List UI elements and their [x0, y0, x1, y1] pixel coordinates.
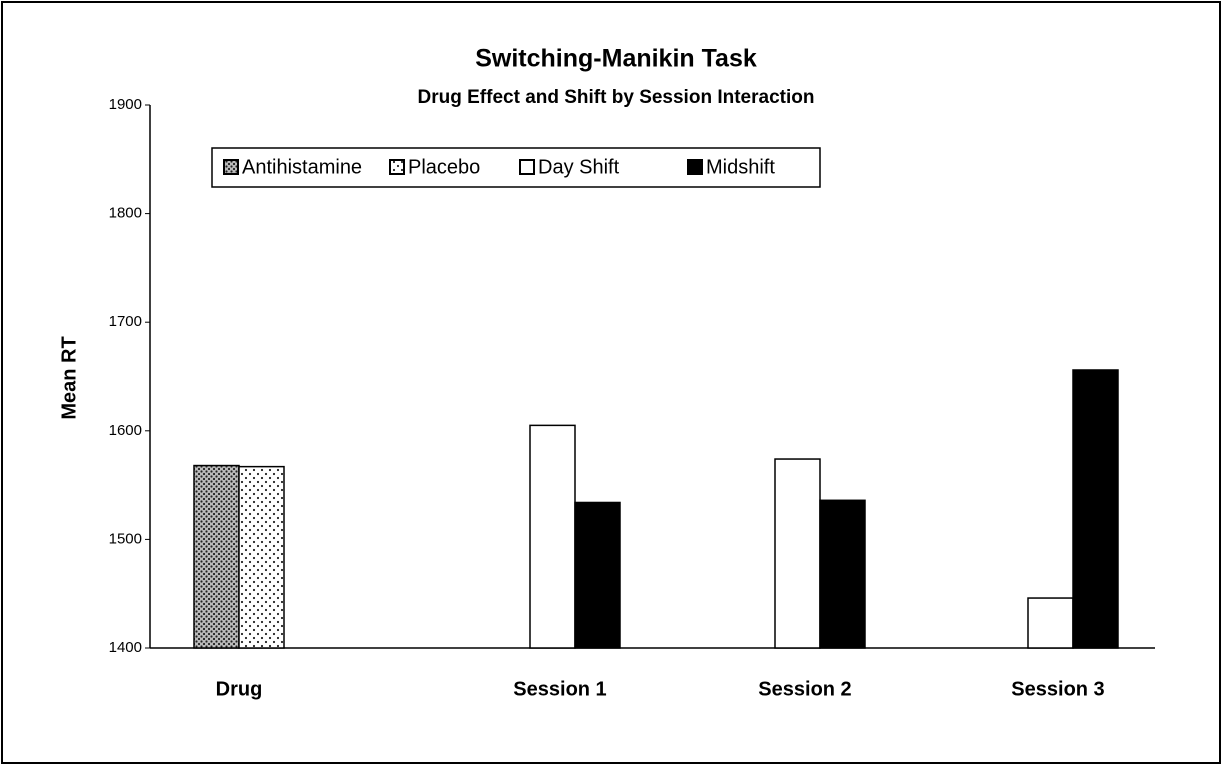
- bar: [574, 501, 621, 649]
- bar: [193, 464, 240, 649]
- bar: [238, 465, 285, 649]
- bar: [1072, 369, 1119, 649]
- chart-title: Switching-Manikin Task: [475, 45, 757, 73]
- legend-swatch: [389, 159, 405, 175]
- y-tick-label: 1900: [109, 96, 142, 113]
- bar: [774, 458, 821, 649]
- legend-label: Midshift: [706, 156, 775, 178]
- legend-swatch: [223, 159, 239, 175]
- legend-swatch: [519, 159, 535, 175]
- y-tick-label: 1800: [109, 205, 142, 222]
- x-tick-label: Session 3: [1011, 678, 1104, 700]
- bar: [819, 499, 866, 649]
- legend-label: Antihistamine: [242, 156, 362, 178]
- y-tick-label: 1600: [109, 422, 142, 439]
- bar: [529, 424, 576, 649]
- legend-label: Placebo: [408, 156, 480, 178]
- x-tick-label: Drug: [216, 678, 263, 700]
- y-tick-label: 1700: [109, 313, 142, 330]
- y-tick-label: 1400: [109, 639, 142, 656]
- y-tick-label: 1500: [109, 530, 142, 547]
- legend-box: [211, 147, 821, 188]
- bar: [1027, 597, 1074, 649]
- chart-subtitle: Drug Effect and Shift by Session Interac…: [418, 87, 815, 108]
- x-tick-label: Session 2: [758, 678, 851, 700]
- x-tick-label: Session 1: [513, 678, 606, 700]
- y-axis-label: Mean RT: [58, 336, 80, 419]
- legend-label: Day Shift: [538, 156, 620, 178]
- legend-swatch: [687, 159, 703, 175]
